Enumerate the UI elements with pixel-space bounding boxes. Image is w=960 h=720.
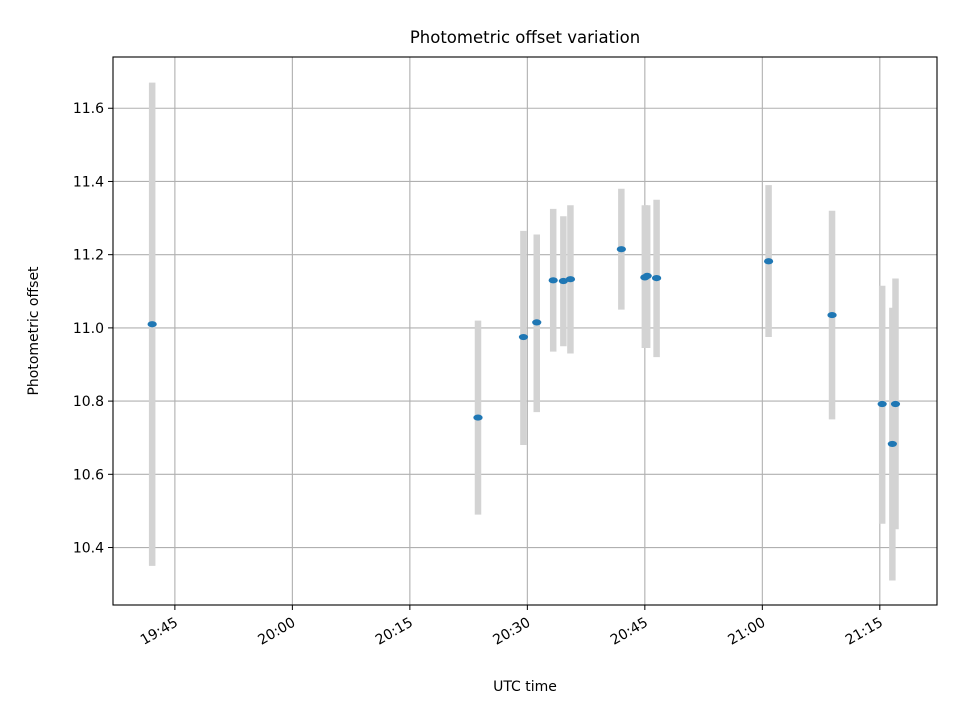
- y-tick-label: 10.6: [73, 467, 104, 483]
- data-point: [518, 333, 529, 341]
- y-tick-label: 11.4: [73, 174, 104, 190]
- y-tick-label: 11.6: [73, 101, 104, 117]
- data-point: [473, 414, 483, 421]
- data-point: [763, 258, 774, 265]
- data-point: [147, 321, 157, 328]
- y-axis-label: Photometric offset: [26, 266, 42, 396]
- data-point: [548, 277, 558, 284]
- x-tick-label: 20:00: [255, 615, 298, 649]
- x-tick-label: 19:45: [138, 615, 181, 649]
- data-point: [565, 276, 576, 283]
- data-point: [827, 311, 837, 319]
- data-point: [877, 400, 887, 408]
- y-tick-label: 11.2: [73, 248, 104, 264]
- data-point: [887, 440, 897, 448]
- data-point: [890, 400, 901, 408]
- data-point: [532, 319, 542, 326]
- x-tick-label: 20:30: [490, 615, 533, 649]
- x-axis-label: UTC time: [493, 679, 557, 695]
- plot-frame: [112, 56, 938, 606]
- x-tick-label: 20:15: [373, 615, 416, 649]
- data-point: [651, 275, 662, 282]
- y-tick-label: 10.4: [73, 541, 104, 557]
- data-point: [642, 272, 652, 280]
- chart-title: Photometric offset variation: [410, 28, 640, 47]
- x-tick-label: 21:00: [725, 615, 768, 649]
- x-tick-label: 20:45: [608, 615, 651, 649]
- point-layer: [147, 246, 901, 448]
- data-point: [558, 277, 568, 285]
- errorbar-layer: [148, 82, 899, 581]
- y-tick-label: 10.8: [73, 394, 104, 410]
- x-tick-label: 21:15: [843, 615, 886, 649]
- y-tick-label: 11.0: [73, 321, 104, 337]
- data-point: [616, 246, 626, 253]
